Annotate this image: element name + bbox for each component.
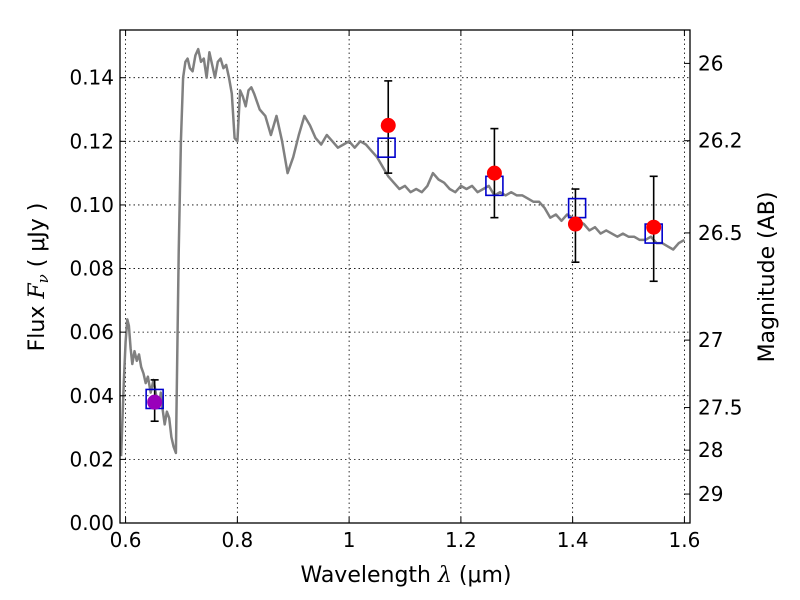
model-flux-square	[377, 137, 396, 158]
model-flux-square	[567, 197, 587, 219]
y-axis-label-subscript: ν	[34, 274, 52, 283]
model-spectrum-line	[119, 47, 686, 457]
y2-tick-label: 26	[698, 51, 723, 75]
y-axis-label-prefix: Flux	[25, 299, 50, 352]
y-tick-label: 0.00	[69, 511, 114, 535]
x-tick-label: 1	[343, 528, 356, 552]
y2-tick-label: 26.2	[698, 129, 743, 153]
x-tick-label: 1.4	[557, 528, 589, 552]
x-axis-label-symbol: λ	[437, 563, 452, 588]
y2-tick-label: 27.5	[698, 396, 743, 420]
observed-flux-point	[486, 165, 502, 181]
y-axis-label-unit: ( μJy )	[25, 203, 50, 275]
plot-frame	[119, 29, 691, 524]
y-tick-label: 0.06	[69, 320, 114, 344]
x-axis-label-prefix: Wavelength	[300, 563, 438, 588]
x-tick-label: 0.8	[221, 528, 253, 552]
y-tick-label: 0.14	[69, 66, 114, 90]
x-axis-label: Wavelength λ (μm)	[300, 563, 511, 588]
observed-flux-point	[646, 219, 662, 235]
y-tick-label: 0.08	[69, 257, 114, 281]
observed-flux-point	[567, 216, 583, 232]
observed-flux-point	[147, 394, 163, 410]
y2-tick-label: 28	[698, 438, 723, 462]
y-axis-label: Flux Fν ( μJy )	[25, 203, 52, 352]
plot-series	[119, 47, 686, 457]
y2-tick-label: 29	[698, 482, 723, 506]
y2-tick-label: 26.5	[698, 221, 743, 245]
y2-axis-label: Magnitude (AB)	[755, 192, 780, 363]
x-tick-label: 1.6	[669, 528, 701, 552]
y-axis-label-symbol: F	[25, 283, 50, 300]
y-tick-label: 0.10	[69, 193, 114, 217]
observed-flux-point	[380, 117, 396, 133]
grid-lines	[120, 30, 690, 524]
axis-ticks: 0.6 0.8 1 1.2 1.4 1.6 0.00 0.02 0.04 0.06 0.08 0.10…	[69, 30, 743, 552]
x-tick-label: 1.2	[445, 528, 477, 552]
y-tick-label: 0.02	[69, 447, 114, 471]
y2-tick-label: 27	[698, 328, 723, 352]
y-tick-label: 0.12	[69, 129, 114, 153]
y-tick-label: 0.04	[69, 384, 114, 408]
x-tick-label: 0.6	[110, 528, 142, 552]
x-axis-label-unit: (μm)	[452, 563, 512, 588]
